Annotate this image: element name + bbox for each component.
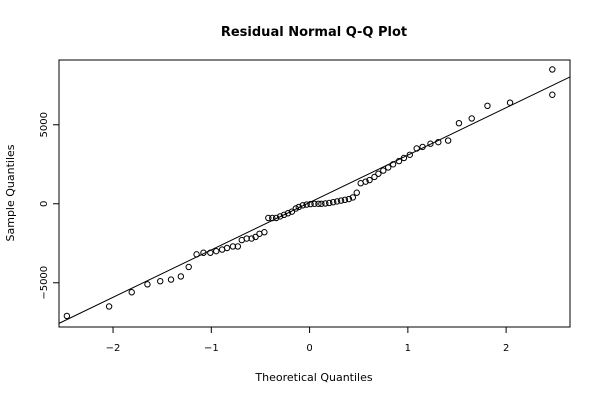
- x-tick-label: 1: [405, 343, 411, 354]
- data-point: [345, 195, 353, 203]
- data-point: [341, 196, 349, 204]
- data-point: [299, 202, 306, 209]
- data-point: [303, 201, 310, 208]
- data-point: [400, 154, 408, 162]
- data-point: [326, 199, 333, 207]
- y-tick-label: 5000: [39, 112, 50, 137]
- x-tick-label: 2: [503, 343, 509, 354]
- data-point: [284, 210, 292, 217]
- y-tick-label: 0: [39, 201, 50, 207]
- data-point: [185, 263, 192, 271]
- data-point: [322, 200, 329, 207]
- data-point: [371, 173, 378, 181]
- data-point: [276, 213, 284, 220]
- data-point: [353, 189, 360, 196]
- x-axis-label: Theoretical Quantiles: [254, 371, 372, 384]
- data-point: [506, 99, 514, 106]
- data-point: [413, 145, 420, 152]
- data-point: [362, 178, 369, 185]
- y-tick-label: −5000: [39, 266, 50, 300]
- data-point: [177, 273, 185, 280]
- data-point: [223, 244, 231, 252]
- data-point: [272, 214, 280, 222]
- data-point: [406, 151, 414, 158]
- data-point: [329, 198, 337, 206]
- reference-line-group: [58, 76, 571, 324]
- data-point: [337, 197, 345, 204]
- data-point: [167, 276, 175, 283]
- data-point: [295, 203, 302, 211]
- data-point: [549, 91, 556, 98]
- y-axis: −5000 0 5000: [39, 112, 60, 300]
- data-point: [427, 140, 434, 147]
- data-point: [315, 200, 322, 207]
- data-point: [484, 102, 491, 110]
- data-point: [318, 200, 325, 207]
- data-point: [455, 119, 463, 127]
- data-point: [435, 138, 442, 146]
- data-point: [389, 161, 397, 168]
- data-point: [280, 211, 288, 219]
- data-point: [395, 157, 403, 165]
- data-point: [157, 277, 164, 285]
- data-point: [419, 143, 426, 151]
- data-point: [193, 251, 200, 258]
- data-point: [207, 249, 214, 256]
- data-point: [213, 247, 220, 255]
- data-point: [261, 229, 268, 236]
- data-point: [333, 198, 341, 205]
- data-point: [265, 214, 272, 222]
- data-point: [234, 243, 242, 250]
- data-point: [349, 194, 357, 201]
- data-point: [105, 303, 113, 310]
- data-point: [307, 200, 314, 208]
- data-point: [311, 200, 318, 207]
- data-point: [380, 167, 387, 174]
- data-point: [63, 312, 71, 320]
- data-point: [385, 164, 392, 171]
- data-point: [248, 235, 255, 242]
- x-tick-label: 0: [306, 343, 312, 354]
- data-points: [63, 66, 556, 320]
- data-point: [549, 66, 556, 73]
- data-point: [375, 170, 382, 177]
- x-axis: −2 −1 0 1 2: [106, 326, 509, 354]
- chart-title: Residual Normal Q-Q Plot: [221, 25, 407, 40]
- data-point: [144, 281, 151, 288]
- y-axis-label: Sample Quantiles: [4, 144, 17, 241]
- data-point: [468, 115, 475, 122]
- data-point: [269, 214, 276, 222]
- x-tick-label: −1: [204, 343, 219, 354]
- data-point: [200, 249, 207, 256]
- x-tick-label: −2: [106, 343, 121, 354]
- data-point: [366, 176, 373, 184]
- reference-line: [58, 76, 571, 324]
- data-point: [252, 233, 259, 241]
- data-point: [288, 208, 296, 215]
- data-point: [444, 137, 452, 144]
- data-point: [128, 289, 135, 296]
